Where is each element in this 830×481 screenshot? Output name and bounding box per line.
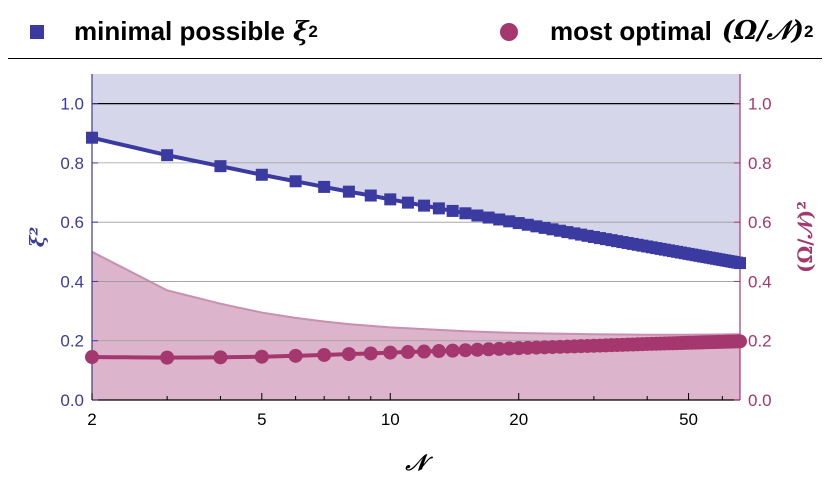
omega-data-point <box>85 350 99 365</box>
xi-data-point <box>482 211 495 224</box>
legend-circle-marker <box>500 22 518 41</box>
xi-data-point <box>318 180 331 193</box>
legend-omega-sup: 2 <box>803 21 814 41</box>
xi-data-point <box>493 213 506 226</box>
right-y-tick-label: 0.2 <box>748 332 772 351</box>
x-axis-label: 𝒩 <box>404 450 433 476</box>
x-tick-label: 5 <box>257 410 266 429</box>
left-y-tick-label: 0.2 <box>60 332 84 351</box>
xi-data-point <box>459 207 472 220</box>
xi-data-point <box>289 175 302 188</box>
legend-xi-sup: 2 <box>308 21 318 41</box>
omega-data-point <box>160 350 175 365</box>
xi-data-point <box>342 185 355 198</box>
x-tick-label: 2 <box>87 410 96 429</box>
omega-data-point <box>470 342 485 357</box>
omega-shaded-region <box>92 251 740 400</box>
legend-omega-math: (Ω/𝒩) <box>721 16 804 46</box>
omega-data-point <box>317 347 332 362</box>
right-y-tick-label: 0.8 <box>748 154 772 173</box>
xi-data-point <box>214 160 227 173</box>
xi-data-point <box>86 131 98 144</box>
legend-square-marker <box>30 24 44 39</box>
omega-data-point <box>481 342 496 357</box>
omega-data-point <box>458 343 473 358</box>
legend-item-omega: most optimal (Ω/𝒩) 2 <box>500 16 813 47</box>
legend-xi-text: minimal possible <box>74 16 285 46</box>
legend-omega-text: most optimal <box>550 16 712 46</box>
xi-data-point <box>401 196 414 209</box>
xi-data-point <box>255 168 268 181</box>
left-y-tick-label: 0.8 <box>60 154 84 173</box>
x-tick-label: 20 <box>509 410 528 429</box>
xi-data-point <box>471 209 484 222</box>
legend-rule <box>8 58 822 59</box>
xi-data-point <box>418 199 431 212</box>
left-y-tick-label: 1.0 <box>60 95 84 114</box>
omega-data-point <box>417 344 432 359</box>
xi-data-point <box>432 202 445 215</box>
legend-xi-math: ξ <box>292 16 309 47</box>
xi-data-point <box>512 217 525 230</box>
omega-band-upper-edge <box>91 250 741 336</box>
xi-data-point <box>384 193 397 206</box>
omega-data-point <box>492 341 507 356</box>
x-tick-label: 10 <box>381 410 400 429</box>
omega-data-point <box>213 350 228 365</box>
omega-data-point <box>341 347 356 362</box>
right-y-axis-label: (Ω/𝒩)² <box>793 201 817 273</box>
omega-data-point <box>733 334 747 349</box>
right-y-tick-label: 0.6 <box>748 213 772 232</box>
xi-data-point <box>446 204 459 217</box>
omega-data-point <box>400 345 415 360</box>
xi-data-point <box>364 189 377 202</box>
xi-data-point <box>161 149 174 162</box>
right-y-tick-label: 0.0 <box>748 391 772 410</box>
left-y-axis-label: ξ² <box>25 226 49 247</box>
left-y-tick-label: 0.0 <box>60 391 84 410</box>
right-y-tick-label: 0.4 <box>748 272 772 291</box>
omega-data-point <box>445 343 460 358</box>
xi-shaded-region <box>92 74 740 264</box>
x-tick-label: 50 <box>679 410 698 429</box>
left-y-tick-label: 0.6 <box>60 213 84 232</box>
xi-data-point <box>503 215 516 228</box>
legend-item-xi: minimal possible ξ 2 <box>30 16 318 47</box>
omega-data-point <box>383 345 398 360</box>
legend: minimal possible ξ 2 most optimal (Ω/𝒩) … <box>0 0 830 60</box>
omega-data-point <box>254 349 269 364</box>
omega-data-point <box>288 348 303 363</box>
omega-data-point <box>363 346 378 361</box>
xi-data-point <box>734 257 746 270</box>
omega-data-point <box>431 344 446 359</box>
left-y-tick-label: 0.4 <box>60 272 84 291</box>
right-y-tick-label: 1.0 <box>748 95 772 114</box>
